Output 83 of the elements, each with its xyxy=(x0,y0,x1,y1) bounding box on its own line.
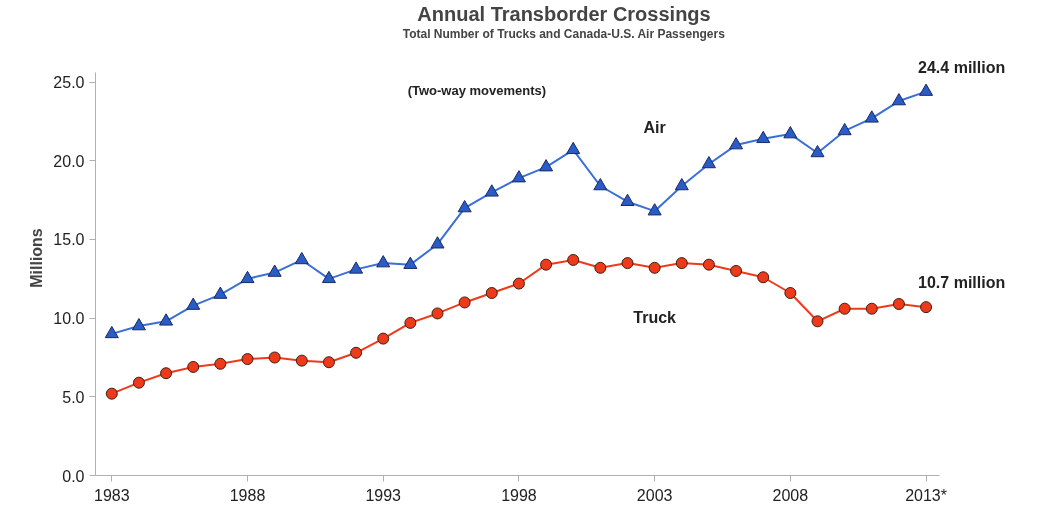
point xyxy=(484,184,499,197)
point xyxy=(457,200,472,213)
point xyxy=(647,203,662,216)
y-tick-label: 25.0 xyxy=(53,74,85,92)
point xyxy=(620,193,635,206)
point xyxy=(214,357,227,370)
point xyxy=(350,346,363,359)
x-tick-label: 1983 xyxy=(93,486,130,504)
annotation: 10.7 million xyxy=(918,274,1006,292)
point xyxy=(458,296,471,309)
point xyxy=(321,270,336,284)
point xyxy=(131,318,146,331)
point xyxy=(783,126,798,139)
point xyxy=(891,93,906,106)
point xyxy=(104,325,119,339)
point xyxy=(241,353,254,366)
point xyxy=(186,297,201,310)
y-tick-label: 20.0 xyxy=(53,152,85,170)
y-tick-label: 10.0 xyxy=(53,310,85,328)
x-tick-label: 1988 xyxy=(229,486,266,504)
text: Air xyxy=(643,119,666,137)
point xyxy=(838,302,851,315)
point xyxy=(512,277,525,290)
point xyxy=(160,367,173,380)
point xyxy=(756,130,771,144)
point xyxy=(621,257,634,270)
point xyxy=(648,261,661,274)
point xyxy=(431,307,444,320)
chart-subtitle: Total Number of Trucks and Canada-U.S. Air Passengers xyxy=(402,26,726,41)
point xyxy=(540,258,553,271)
point xyxy=(132,376,145,389)
point xyxy=(593,178,608,191)
point xyxy=(105,387,118,400)
point xyxy=(322,356,335,369)
text: Truck xyxy=(633,308,677,326)
point xyxy=(892,298,905,310)
annotation: (Two-way movements) xyxy=(407,82,547,98)
point xyxy=(294,251,309,265)
y-axis-title: Millions xyxy=(28,228,46,288)
point xyxy=(159,313,174,326)
chart-title: Annual Transborder Crossings xyxy=(417,2,711,25)
x-tick-label: 2003 xyxy=(636,486,673,504)
point xyxy=(837,122,852,136)
point xyxy=(539,159,554,172)
y-tick-label: 15.0 xyxy=(53,231,85,249)
point xyxy=(295,354,308,367)
point xyxy=(511,170,526,183)
point xyxy=(920,301,933,314)
annotation: 24.4 million xyxy=(918,58,1006,76)
point xyxy=(729,137,744,150)
point xyxy=(376,255,391,268)
x-tick-label: 1998 xyxy=(501,486,537,504)
point xyxy=(240,270,255,284)
point xyxy=(675,257,688,270)
point xyxy=(810,144,825,158)
point xyxy=(919,83,934,96)
point xyxy=(566,141,581,155)
point xyxy=(702,258,715,271)
point xyxy=(865,302,878,315)
point xyxy=(404,316,417,329)
point xyxy=(757,271,770,284)
y-tick-label: 5.0 xyxy=(62,388,85,406)
point xyxy=(377,332,390,345)
x-tick-label: 2013* xyxy=(905,486,947,504)
point xyxy=(267,264,282,277)
point xyxy=(187,360,200,373)
point xyxy=(567,253,580,266)
point xyxy=(268,351,281,364)
x-tick-label: 1993 xyxy=(365,486,402,504)
point xyxy=(430,236,445,249)
point xyxy=(701,155,716,169)
x-tick-label: 2008 xyxy=(772,486,809,504)
point xyxy=(403,256,418,269)
point xyxy=(864,110,879,123)
y-tick-label: 0.0 xyxy=(62,467,85,485)
point xyxy=(349,261,364,274)
point xyxy=(485,287,498,299)
point xyxy=(594,261,607,274)
point xyxy=(730,264,743,277)
point xyxy=(811,315,824,328)
point xyxy=(674,178,689,191)
point xyxy=(784,287,797,299)
point xyxy=(213,286,228,299)
